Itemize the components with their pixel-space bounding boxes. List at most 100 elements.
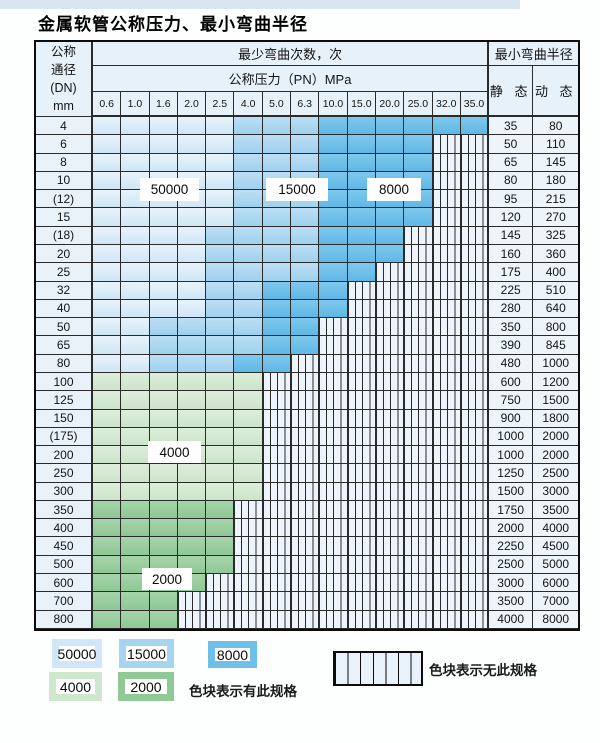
spec-cell xyxy=(319,281,348,300)
bend-times-header: 最少弯曲次数，次 xyxy=(93,42,490,66)
no-spec-cell xyxy=(460,135,490,154)
no-spec-cell xyxy=(291,519,320,538)
spec-cell xyxy=(206,190,235,209)
no-spec-cell xyxy=(460,592,490,611)
no-spec-cell xyxy=(404,391,433,410)
dn-cell-600: 600 xyxy=(36,574,93,593)
spec-cell xyxy=(149,482,178,501)
pressure-tick-1.0: 1.0 xyxy=(121,92,150,117)
spec-cell xyxy=(149,244,178,264)
spec-cell xyxy=(177,299,207,319)
spec-cell xyxy=(234,446,263,465)
no-spec-cell xyxy=(460,226,490,245)
static-radius-cell: 145 xyxy=(489,226,534,245)
no-spec-cell xyxy=(432,171,461,191)
spec-cell xyxy=(121,391,150,410)
dynamic-radius-cell: 1800 xyxy=(533,409,579,428)
dn-cell-32: 32 xyxy=(36,281,93,300)
dynamic-radius-cell: 1000 xyxy=(533,354,579,373)
no-spec-cell xyxy=(347,610,376,629)
no-spec-cell xyxy=(460,190,490,209)
no-spec-cell xyxy=(262,500,292,520)
spec-cell xyxy=(206,537,235,556)
dn-cell-(175): (175) xyxy=(36,427,93,447)
spec-cell xyxy=(149,117,178,136)
spec-cell xyxy=(93,208,122,227)
spec-cell xyxy=(177,117,207,136)
spec-cell xyxy=(93,574,122,593)
no-spec-cell xyxy=(262,555,292,575)
dynamic-radius-cell: 640 xyxy=(533,299,579,319)
dynamic-radius-cell: 7000 xyxy=(533,592,579,611)
no-spec-cell xyxy=(347,555,376,575)
no-spec-cell xyxy=(347,574,376,593)
spec-cell xyxy=(206,482,235,501)
no-spec-cell xyxy=(460,153,490,172)
no-spec-cell xyxy=(319,500,348,520)
no-spec-cell xyxy=(177,592,207,611)
no-spec-cell xyxy=(404,519,433,538)
spec-cell xyxy=(177,226,207,245)
spec-cell xyxy=(93,263,122,282)
static-radius-cell: 95 xyxy=(489,190,534,209)
no-spec-cell xyxy=(432,354,461,373)
no-spec-cell xyxy=(347,592,376,611)
dn-cell-50: 50 xyxy=(36,318,93,337)
dynamic-radius-cell: 2500 xyxy=(533,464,579,483)
spec-cell xyxy=(121,519,150,538)
dn-cell-700: 700 xyxy=(36,592,93,611)
spec-cell xyxy=(206,153,235,172)
no-spec-cell xyxy=(234,574,263,593)
spec-cell xyxy=(121,427,150,447)
legend-swatch-8000: 8000 xyxy=(208,641,257,668)
spec-cell xyxy=(121,153,150,172)
no-spec-cell xyxy=(404,500,433,520)
spec-cell xyxy=(234,464,263,483)
spec-cell xyxy=(234,372,263,392)
spec-cell xyxy=(206,409,235,428)
spec-cell xyxy=(234,117,263,136)
static-radius-cell: 3000 xyxy=(489,574,534,593)
dynamic-radius-cell: 8000 xyxy=(533,610,579,629)
spec-cell xyxy=(206,117,235,136)
spec-cell xyxy=(291,208,320,227)
no-spec-cell xyxy=(206,592,235,611)
no-spec-cell xyxy=(347,464,376,483)
spec-cell xyxy=(149,318,178,337)
no-spec-cell xyxy=(291,482,320,501)
no-spec-cell xyxy=(404,281,433,300)
spec-cell xyxy=(262,263,292,282)
spec-cell xyxy=(206,519,235,538)
spec-cell xyxy=(206,372,235,392)
zone-label-2000: 2000 xyxy=(142,568,192,590)
no-spec-cell xyxy=(432,208,461,227)
no-spec-cell xyxy=(319,318,348,337)
no-spec-cell xyxy=(432,592,461,611)
spec-cell xyxy=(291,281,320,300)
no-spec-cell xyxy=(319,555,348,575)
dynamic-radius-cell: 1500 xyxy=(533,391,579,410)
legend-swatch-2000-label: 2000 xyxy=(130,678,162,695)
no-spec-cell xyxy=(404,610,433,629)
no-spec-cell xyxy=(291,537,320,556)
no-spec-cell xyxy=(347,446,376,465)
dynamic-radius-cell: 4500 xyxy=(533,537,579,556)
spec-cell xyxy=(375,226,405,245)
spec-cell xyxy=(234,354,263,373)
spec-cell xyxy=(121,500,150,520)
dynamic-radius-cell: 3500 xyxy=(533,500,579,520)
static-radius-cell: 900 xyxy=(489,409,534,428)
spec-cell xyxy=(291,263,320,282)
spec-cell xyxy=(177,391,207,410)
dn-cell-40: 40 xyxy=(36,299,93,319)
spec-cell xyxy=(206,281,235,300)
static-radius-cell: 4000 xyxy=(489,610,534,629)
no-spec-cell xyxy=(291,592,320,611)
dn-cell-80: 80 xyxy=(36,354,93,373)
spec-cell xyxy=(93,464,122,483)
spec-cell xyxy=(149,336,178,355)
no-spec-cell xyxy=(319,464,348,483)
spec-cell xyxy=(404,153,433,172)
spec-cell xyxy=(121,446,150,465)
static-radius-cell: 80 xyxy=(489,171,534,191)
